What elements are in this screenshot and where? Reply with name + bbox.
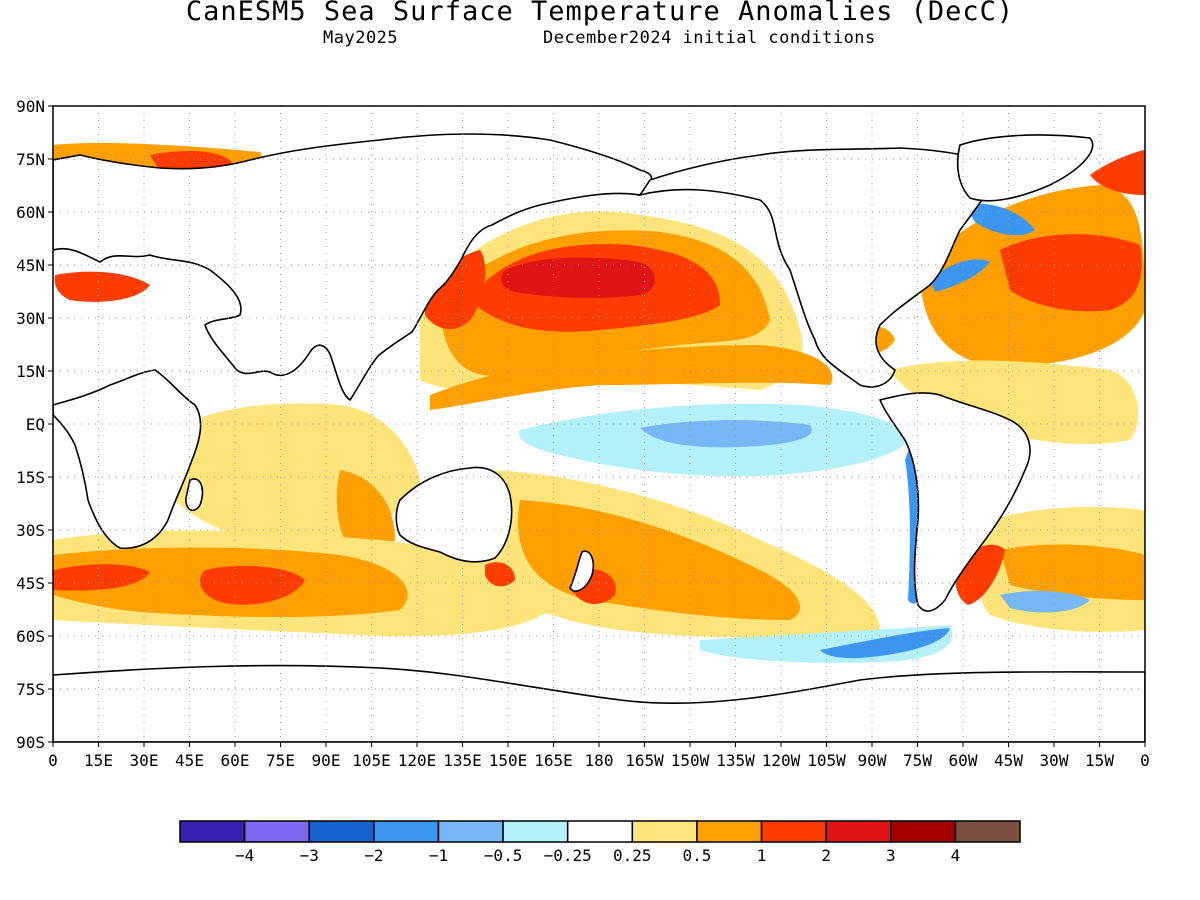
lon-label: 180 — [585, 751, 614, 770]
anomaly-mediterranean-warm — [54, 271, 150, 302]
land-australia — [395, 466, 513, 563]
lon-label: 30E — [130, 751, 159, 770]
lon-label: 120E — [398, 751, 437, 770]
lon-label: 45E — [175, 751, 204, 770]
lon-label: 105E — [352, 751, 391, 770]
colorbar-label: 1 — [757, 846, 767, 865]
anomaly-south-atlantic-orange — [1000, 544, 1145, 600]
lon-label: 75W — [903, 751, 932, 770]
lat-label: 75N — [16, 150, 45, 169]
latitude-labels: 90N 75N 60N 45N 30N 15N EQ 15S 30S 45S 60S 75S 90S — [16, 97, 45, 752]
land-north-america — [638, 147, 1002, 388]
lat-label: 75S — [16, 680, 45, 699]
lat-label: 30N — [16, 309, 45, 328]
lat-label: 30S — [16, 521, 45, 540]
anomaly-southern-ocean-red2 — [200, 565, 305, 605]
anomaly-kuroshio — [425, 250, 486, 330]
land-south-america — [878, 392, 1031, 612]
colorbar-label: −4 — [235, 846, 254, 865]
lon-label: 15E — [84, 751, 113, 770]
land-madagascar — [185, 478, 204, 512]
colorbar-swatch — [308, 820, 375, 843]
lon-label: 75E — [266, 751, 295, 770]
lon-label: 60W — [949, 751, 978, 770]
land-africa — [53, 369, 202, 549]
land-eurasia — [53, 133, 653, 402]
colorbar-swatch — [243, 820, 310, 843]
colorbar-swatch — [696, 820, 763, 843]
anomaly-shading — [53, 142, 1145, 663]
lon-label: 45W — [994, 751, 1023, 770]
colorbar-label: 2 — [821, 846, 831, 865]
lon-label: 90W — [858, 751, 887, 770]
colorbar-swatch — [437, 820, 504, 843]
lon-label: 120W — [762, 751, 801, 770]
initial-conditions: December2024 initial conditions — [543, 28, 876, 48]
colorbar-label: 4 — [951, 846, 961, 865]
land-greenland — [956, 134, 1094, 202]
colorbar-swatch — [631, 820, 698, 843]
anomaly-north-pacific-darkred — [501, 257, 655, 298]
lat-label: 15N — [16, 362, 45, 381]
anomaly-tropical-atlantic-warm — [890, 360, 1139, 445]
graticule — [48, 105, 1146, 747]
lon-label: 135E — [443, 751, 482, 770]
lon-label: 0 — [1140, 751, 1150, 770]
colorbar-swatch — [760, 820, 827, 843]
lat-label: 60S — [16, 627, 45, 646]
colorbar-swatch — [954, 820, 1021, 843]
colorbar-label: 3 — [886, 846, 896, 865]
lon-label: 0 — [48, 751, 58, 770]
map-frame — [52, 105, 1146, 743]
anomaly-arctic-atlantic-red — [1090, 150, 1145, 195]
land-new-zealand — [569, 550, 595, 592]
colorbar-label: −3 — [300, 846, 319, 865]
lat-label: 90N — [16, 97, 45, 116]
anomaly-eq-pacific-cool2 — [640, 420, 812, 448]
anomaly-indian-ocean-orange — [336, 470, 395, 555]
lat-label: 45S — [16, 574, 45, 593]
land-antarctica — [53, 664, 1145, 742]
lat-label: 90S — [16, 733, 45, 752]
anomaly-labrador-cool — [965, 203, 1035, 236]
colorbar-swatch — [502, 820, 569, 843]
lon-label: 165E — [534, 751, 573, 770]
lat-label: 45N — [16, 256, 45, 275]
anomaly-north-atlantic-red — [1000, 234, 1142, 312]
colorbar-label: −1 — [429, 846, 448, 865]
colorbar-swatch — [373, 820, 440, 843]
colorbar-label: −0.5 — [484, 846, 523, 865]
lat-label: EQ — [26, 415, 45, 434]
lon-label: 150W — [671, 751, 710, 770]
forecast-month: May2025 — [323, 28, 399, 48]
colorbar-swatch — [566, 820, 634, 843]
colorbar-label: −0.25 — [544, 846, 592, 865]
lat-label: 60N — [16, 203, 45, 222]
lon-label: 105W — [807, 751, 846, 770]
lon-label: 150E — [489, 751, 528, 770]
anomaly-antarctic-blue — [820, 628, 950, 659]
lon-label: 135W — [716, 751, 755, 770]
colorbar-swatch — [179, 820, 246, 843]
colorbar-swatch — [825, 820, 892, 843]
anomaly-south-atlantic-cool — [1000, 590, 1090, 613]
colorbar-swatch — [890, 820, 957, 843]
lat-label: 15S — [16, 468, 45, 487]
lon-label: 15W — [1085, 751, 1114, 770]
lon-label: 165W — [625, 751, 664, 770]
anomaly-gulfstream-cool — [930, 259, 990, 292]
colorbar-label: −2 — [364, 846, 383, 865]
lon-label: 60E — [221, 751, 250, 770]
longitude-labels: 0 15E 30E 45E 60E 75E 90E 105E 120E 135E 150E 165E 1… — [48, 751, 1150, 770]
colorbar-label: 0.5 — [682, 846, 711, 865]
colorbar-legend: −4 −3 −2 −1 −0.5 −0.25 0.25 0.5 1 2 3 4 — [179, 820, 1021, 865]
lon-label: 30W — [1040, 751, 1069, 770]
anomaly-southern-ocean-red — [53, 564, 150, 591]
map-title: CanESM5 Sea Surface Temperature Anomalie… — [185, 0, 1015, 27]
anomaly-tropical-warm-band — [430, 345, 833, 410]
lon-label: 90E — [312, 751, 341, 770]
colorbar-label: 0.25 — [613, 846, 652, 865]
